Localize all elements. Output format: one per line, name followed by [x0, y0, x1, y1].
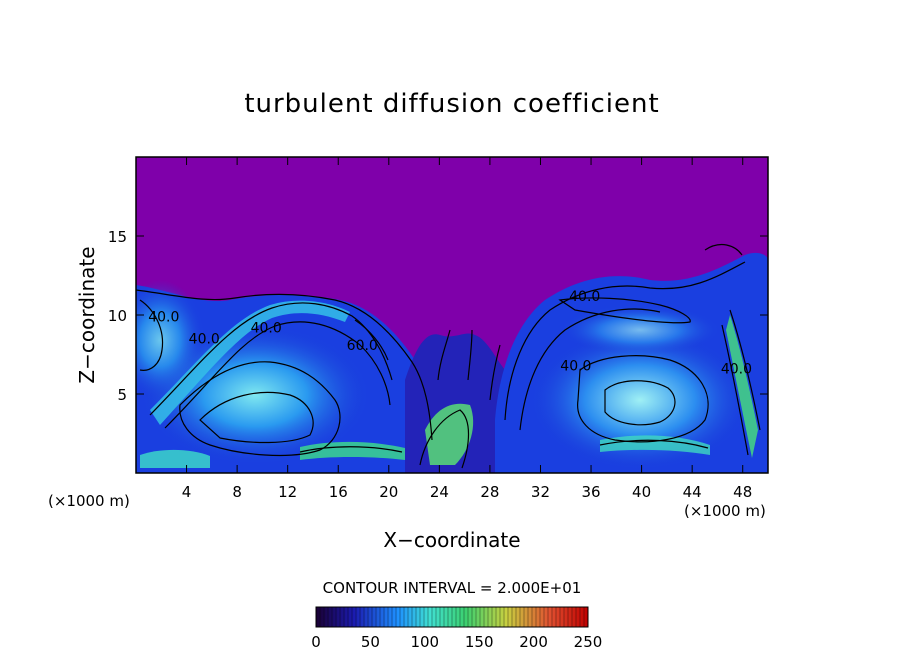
x-tick-label: 48 [733, 483, 752, 501]
contour-label: 40.0 [721, 361, 752, 377]
x-tick-label: 24 [430, 483, 449, 501]
contour-label: 40.0 [569, 289, 600, 305]
contour-label: 40.0 [148, 309, 179, 325]
contour-label: 60.0 [347, 338, 378, 354]
x-tick-label: 40 [632, 483, 651, 501]
y-axis-ticks: 5 10 15 [108, 228, 768, 404]
contour-interval-text: CONTOUR INTERVAL = 2.000E+01 [323, 579, 582, 597]
bottom-left-hotspot [140, 449, 210, 468]
colorbar-tick-label: 200 [519, 633, 548, 651]
x-tick-label: 20 [379, 483, 398, 501]
x-tick-label: 8 [232, 483, 242, 501]
chart-title: turbulent diffusion coefficient [244, 89, 659, 119]
contour-labels: 40.0 40.0 40.0 60.0 40.0 40.0 40.0 [148, 289, 752, 378]
y-tick-label: 15 [108, 228, 127, 246]
contour-label: 40.0 [189, 331, 220, 347]
x-axis-ticks: 4 8 12 16 20 24 28 32 36 40 44 48 [182, 157, 752, 501]
x-tick-label: 4 [182, 483, 192, 501]
x-tick-label: 16 [329, 483, 348, 501]
left-edge-eddy [136, 280, 205, 400]
x-tick-label: 12 [278, 483, 297, 501]
colorbar-tick-label: 250 [574, 633, 603, 651]
center-hotspot [425, 403, 474, 465]
colorbar-frame [315, 606, 589, 628]
right-upper-eddy [560, 305, 720, 355]
heatmap-field [136, 157, 768, 473]
right-vertical-streak [726, 315, 758, 458]
colorbar-tick-label: 100 [410, 633, 439, 651]
x-unit-label-left: (×1000 m) [48, 492, 130, 510]
x-unit-label-right: (×1000 m) [684, 502, 766, 520]
colorbar-tick-label: 50 [361, 633, 380, 651]
x-tick-label: 28 [480, 483, 499, 501]
colorbar-stripes [315, 607, 589, 627]
contour-lines [136, 243, 761, 469]
colorbar: 0 50 100 150 200 250 [311, 606, 602, 651]
y-tick-label: 10 [108, 307, 127, 325]
colorbar-tick-label: 0 [311, 633, 321, 651]
x-axis-title: X−coordinate [383, 528, 520, 552]
contour-label: 40.0 [251, 320, 282, 336]
colorbar-ticks: 0 50 100 150 200 250 [311, 633, 602, 651]
left-diagonal-band [150, 300, 350, 425]
x-tick-label: 44 [683, 483, 702, 501]
colorbar-tick-label: 150 [465, 633, 494, 651]
right-vortex-core [530, 330, 750, 470]
x-tick-label: 36 [581, 483, 600, 501]
bottom-hotspot-right [600, 435, 710, 455]
contour-label: 40.0 [560, 358, 591, 374]
y-axis-title: Z−coordinate [75, 246, 99, 383]
y-tick-label: 5 [117, 386, 127, 404]
x-tick-label: 32 [531, 483, 550, 501]
